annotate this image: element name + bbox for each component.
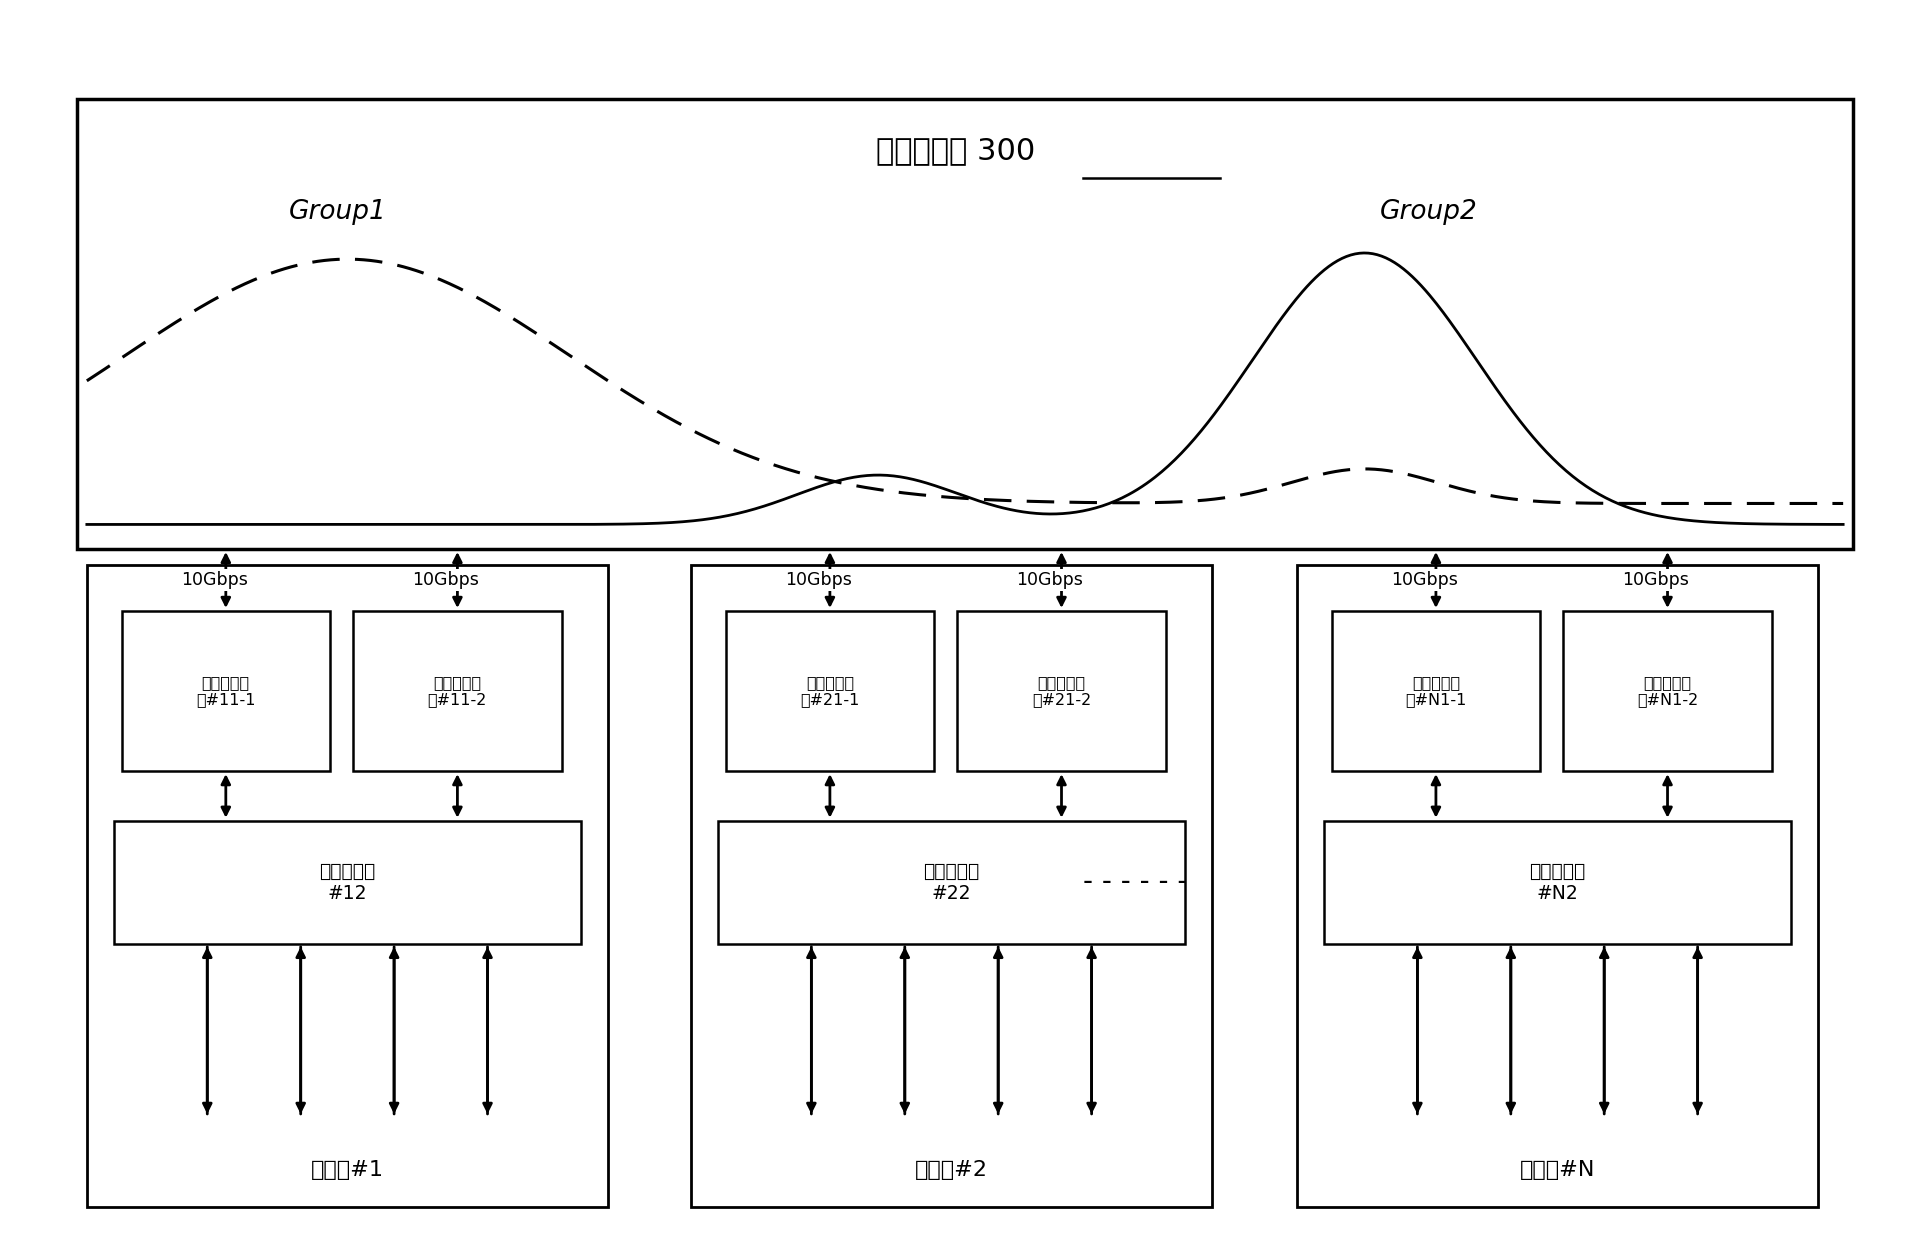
Text: Group2: Group2 (1380, 199, 1476, 226)
Text: 包处理单元
#N2: 包处理单元 #N2 (1529, 861, 1586, 903)
Text: 逻辑调度单
元#21-2: 逻辑调度单 元#21-2 (1033, 675, 1090, 707)
Text: 逻辑调度单
元#N1-2: 逻辑调度单 元#N1-2 (1637, 675, 1698, 707)
FancyBboxPatch shape (726, 611, 934, 771)
FancyBboxPatch shape (691, 565, 1212, 1207)
Text: 线卡板#2: 线卡板#2 (915, 1160, 988, 1180)
Text: 逻辑调度单
元#21-1: 逻辑调度单 元#21-1 (801, 675, 859, 707)
Text: 包交换芯片 300: 包交换芯片 300 (876, 136, 1034, 165)
Text: 线卡板#N: 线卡板#N (1519, 1160, 1596, 1180)
Text: 逻辑调度单
元#11-2: 逻辑调度单 元#11-2 (428, 675, 486, 707)
Text: 线卡板#1: 线卡板#1 (311, 1160, 384, 1180)
Text: 包处理单元
#12: 包处理单元 #12 (318, 861, 376, 903)
Text: 包处理单元
#22: 包处理单元 #22 (923, 861, 980, 903)
FancyBboxPatch shape (87, 565, 608, 1207)
FancyBboxPatch shape (77, 99, 1853, 549)
FancyBboxPatch shape (114, 821, 581, 944)
FancyBboxPatch shape (957, 611, 1166, 771)
FancyBboxPatch shape (1297, 565, 1818, 1207)
Text: 逻辑调度单
元#11-1: 逻辑调度单 元#11-1 (197, 675, 255, 707)
FancyBboxPatch shape (1324, 821, 1791, 944)
Text: 逻辑调度单
元#N1-1: 逻辑调度单 元#N1-1 (1405, 675, 1467, 707)
FancyBboxPatch shape (122, 611, 330, 771)
Text: 10Gbps: 10Gbps (1017, 571, 1083, 589)
FancyBboxPatch shape (353, 611, 562, 771)
Text: - - - - - -: - - - - - - (1083, 869, 1187, 896)
Text: 10Gbps: 10Gbps (1623, 571, 1689, 589)
FancyBboxPatch shape (1563, 611, 1772, 771)
Text: 10Gbps: 10Gbps (413, 571, 479, 589)
FancyBboxPatch shape (1332, 611, 1540, 771)
FancyBboxPatch shape (718, 821, 1185, 944)
Text: Group1: Group1 (290, 199, 386, 226)
Text: 10Gbps: 10Gbps (1392, 571, 1457, 589)
Text: 10Gbps: 10Gbps (786, 571, 851, 589)
Text: 10Gbps: 10Gbps (181, 571, 247, 589)
